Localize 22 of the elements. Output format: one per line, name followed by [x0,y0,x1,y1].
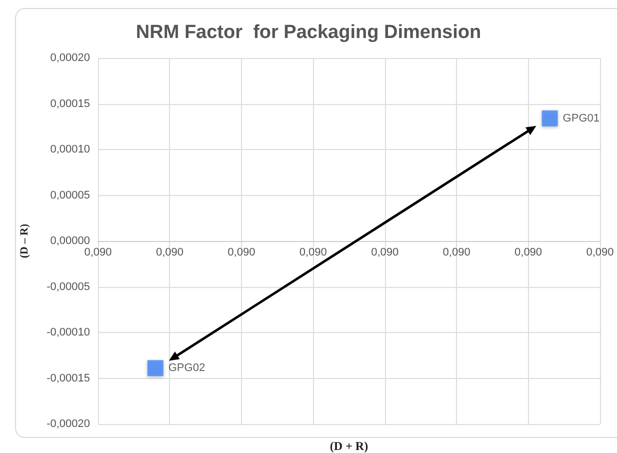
y-tick-label: 0,00020 [50,52,90,64]
y-axis-title: (D – R) [18,224,30,258]
x-tick-label: 0,090 [84,246,112,258]
series-label: GPG01 [562,112,600,124]
y-tick-label: 0,00015 [50,98,90,110]
y-tick-label: -0,00015 [46,372,90,384]
y-tick-label: -0,00005 [46,280,90,293]
y-tick-label: -0,00020 [46,418,90,430]
x-axis-title: (D + R) [330,439,368,453]
x-tick-label: 0,090 [228,246,256,258]
x-tick-label: 0,090 [371,246,399,258]
y-tick-label: -0,00010 [46,326,90,338]
x-tick-label: 0,090 [442,246,470,258]
chart-title: NRM Factor for Packaging Dimension [136,22,482,43]
x-tick-label: 0,090 [514,246,542,258]
y-tick-label: 0,00005 [50,189,90,202]
series-label: GPG02 [168,362,206,374]
x-tick-label: 0,090 [156,246,184,258]
x-tick-label: 0,090 [299,246,327,258]
y-tick-label: 0,00010 [50,144,90,156]
y-tick-label: 0,00000 [50,235,90,247]
x-tick-label: 0,090 [586,246,614,258]
